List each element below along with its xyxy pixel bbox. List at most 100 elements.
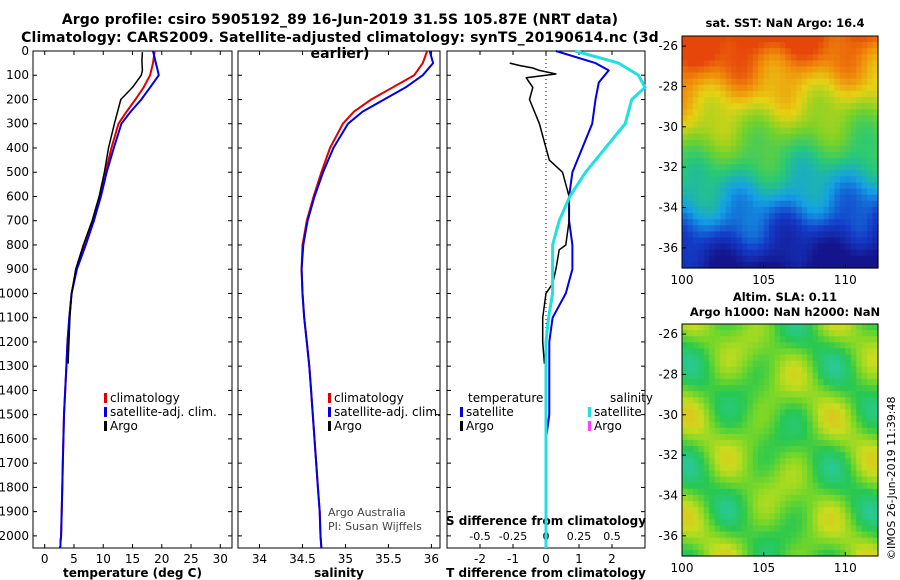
sla-map-cell <box>780 372 786 380</box>
sla-map-cell <box>807 409 814 417</box>
sal-legend-satellite-label: satellite-adj. clim. <box>334 405 441 419</box>
sla-map-cell <box>785 354 792 362</box>
sst-map-cell <box>780 261 786 269</box>
sla-map-cell <box>807 342 814 349</box>
sst-map-cell <box>692 145 699 153</box>
sla-map-cell <box>790 366 797 374</box>
sst-map-cell <box>845 170 852 177</box>
sst-map-cell <box>812 103 819 110</box>
sst-map-cell <box>741 182 748 190</box>
sla-map-cell <box>801 403 808 411</box>
sla-map-cell <box>709 470 716 478</box>
sla-map-cell <box>698 366 705 374</box>
sla-map-cell <box>752 433 759 441</box>
sla-map-cell <box>763 531 770 539</box>
sst-map-cell <box>714 78 721 86</box>
sst-map-cell <box>839 60 846 68</box>
sst-map-cell <box>829 231 835 239</box>
sst-map-cell <box>845 121 852 129</box>
sst-map-cell <box>747 219 754 226</box>
sla-map-cell <box>785 397 792 404</box>
sla-map-cell <box>861 348 868 356</box>
sla-map-cell <box>752 519 759 527</box>
sst-map-cell <box>796 127 803 135</box>
sla-map-cell <box>709 385 716 392</box>
sla-map-cell <box>714 391 721 398</box>
sla-map-cell <box>845 531 852 539</box>
sst-map-cell <box>818 121 825 129</box>
sla-map-cell <box>839 513 846 520</box>
sst-map-cell <box>801 261 808 269</box>
sla-map-cell <box>736 531 743 539</box>
sla-map-cell <box>785 427 792 435</box>
sst-map-cell <box>720 176 727 184</box>
sst-map-cell <box>796 60 803 68</box>
sst-map-cell <box>861 237 868 245</box>
sst-map-cell <box>703 72 710 80</box>
sst-map-cell <box>703 176 710 184</box>
sla-map-cell <box>850 537 857 545</box>
sst-map-cell <box>872 237 879 245</box>
sla-map-cell <box>692 409 699 417</box>
sla-map-cell <box>714 519 721 527</box>
sla-map-cell <box>703 378 710 386</box>
sla-map-cell <box>741 324 748 331</box>
sla-map-cell <box>839 470 846 478</box>
sla-map-cell <box>801 519 808 527</box>
sst-map-cell <box>682 48 688 55</box>
sla-map-cell <box>692 507 699 514</box>
sla-map-cell <box>796 464 803 472</box>
sla-map-cell <box>834 433 841 441</box>
sla-map-cell <box>861 391 868 398</box>
sla-map-cell <box>867 476 874 484</box>
sst-map-cell <box>725 127 732 135</box>
sst-map-cell <box>703 78 710 86</box>
sla-map-cell <box>807 415 814 423</box>
sla-map-cell <box>741 531 748 539</box>
sla-map-cell <box>725 537 732 545</box>
sla-map-cell <box>698 543 705 551</box>
sla-map-y-tick-label: -36 <box>658 529 678 543</box>
sla-map-cell <box>839 372 846 380</box>
sla-map-cell <box>812 440 819 447</box>
sla-map-cell <box>731 372 737 380</box>
sst-map-cell <box>801 109 808 116</box>
sla-map-cell <box>687 397 694 404</box>
sst-map-cell <box>709 249 716 257</box>
sst-map-cell <box>801 176 808 184</box>
sst-map-cell <box>741 219 748 226</box>
sst-map-cell <box>780 231 786 239</box>
sst-map-cell <box>741 200 748 208</box>
sla-map-cell <box>834 537 841 545</box>
sst-map-cell <box>709 182 716 190</box>
sla-map-cell <box>829 525 835 533</box>
sst-map-cell <box>752 54 759 61</box>
sst-map-cell <box>758 158 765 165</box>
sst-map-cell <box>692 249 699 257</box>
sla-map-cell <box>720 537 727 545</box>
sst-map-cell <box>709 66 716 74</box>
sla-map-cell <box>796 421 803 429</box>
sst-map-cell <box>703 97 710 104</box>
sla-map-cell <box>780 324 786 331</box>
sla-map-cell <box>812 452 819 459</box>
sst-map-cell <box>845 48 852 55</box>
sst-map-cell <box>872 255 879 263</box>
sst-map-cell <box>867 158 874 165</box>
sst-map-cell <box>731 213 737 220</box>
sst-map-cell <box>752 255 759 263</box>
sla-map-cell <box>823 421 830 429</box>
sst-map-cell <box>856 213 863 220</box>
sst-map-cell <box>829 66 835 74</box>
sla-map-cell <box>796 513 803 520</box>
sst-map-cell <box>731 255 737 263</box>
top-tick-label: 0.5 <box>603 530 621 543</box>
sst-map-cell <box>687 84 694 92</box>
sla-map-cell <box>698 330 705 337</box>
sla-map-cell <box>818 378 825 386</box>
sst-map-cell <box>861 200 868 208</box>
sst-map-cell <box>850 103 857 110</box>
sla-map-cell <box>682 348 688 356</box>
sla-map-cell <box>682 330 688 337</box>
sla-map-cell <box>763 415 770 423</box>
